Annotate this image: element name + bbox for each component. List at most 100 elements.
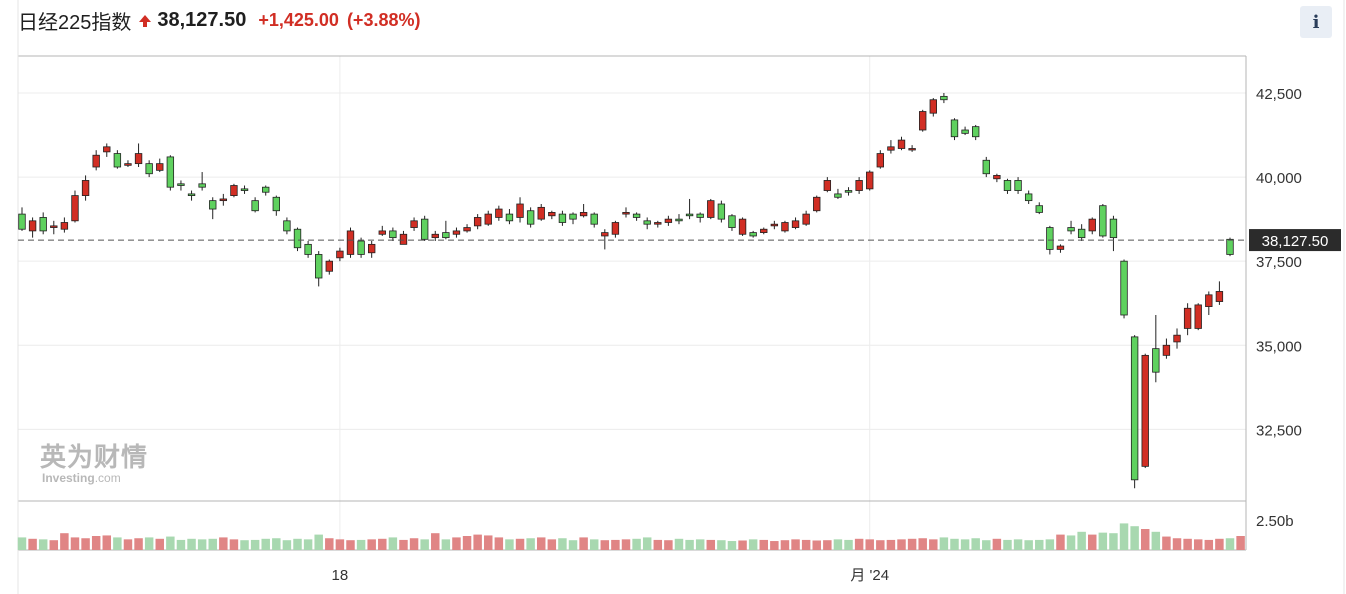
candle[interactable] xyxy=(675,214,683,225)
candle[interactable] xyxy=(919,109,927,132)
candle[interactable] xyxy=(1088,217,1096,235)
candle[interactable] xyxy=(293,227,302,252)
candle[interactable] xyxy=(156,158,164,173)
candle[interactable] xyxy=(283,217,291,235)
candle[interactable] xyxy=(1205,291,1213,315)
candle[interactable] xyxy=(1035,202,1043,215)
candle[interactable] xyxy=(887,140,895,154)
candle[interactable] xyxy=(134,143,143,167)
candle[interactable] xyxy=(1183,303,1192,336)
candle[interactable] xyxy=(940,93,948,104)
candle[interactable] xyxy=(336,247,344,262)
candle[interactable] xyxy=(728,214,736,231)
candle[interactable] xyxy=(230,183,238,198)
candle[interactable] xyxy=(166,155,175,191)
candle[interactable] xyxy=(1130,335,1139,489)
candle[interactable] xyxy=(823,177,832,193)
candle[interactable] xyxy=(579,204,588,218)
candle[interactable] xyxy=(738,217,747,236)
candle[interactable] xyxy=(770,220,779,230)
candle[interactable] xyxy=(315,251,323,287)
candle[interactable] xyxy=(1099,204,1107,238)
candle[interactable] xyxy=(209,197,217,220)
candle[interactable] xyxy=(378,225,386,236)
candle[interactable] xyxy=(81,175,90,201)
candle[interactable] xyxy=(696,212,704,223)
candle[interactable] xyxy=(908,145,916,152)
candle[interactable] xyxy=(113,150,122,169)
candle[interactable] xyxy=(473,214,482,230)
candle[interactable] xyxy=(611,220,620,238)
candle[interactable] xyxy=(145,160,153,178)
candle[interactable] xyxy=(219,193,228,206)
candle[interactable] xyxy=(1067,220,1075,235)
candle[interactable] xyxy=(251,197,259,213)
candle[interactable] xyxy=(240,185,249,194)
candle[interactable] xyxy=(760,227,768,235)
candle[interactable] xyxy=(103,143,111,157)
candle[interactable] xyxy=(569,212,577,225)
candle[interactable] xyxy=(1056,244,1065,253)
candle[interactable] xyxy=(410,217,418,231)
candle[interactable] xyxy=(39,212,47,235)
candle[interactable] xyxy=(844,187,853,196)
candle[interactable] xyxy=(1077,224,1086,241)
candle[interactable] xyxy=(187,190,196,201)
candle[interactable] xyxy=(71,190,79,223)
candle[interactable] xyxy=(505,209,514,225)
candle[interactable] xyxy=(177,180,185,191)
candle[interactable] xyxy=(632,212,641,221)
candle[interactable] xyxy=(537,204,545,221)
candle[interactable] xyxy=(442,220,450,240)
candle[interactable] xyxy=(601,229,609,250)
candle[interactable] xyxy=(272,195,281,216)
candle[interactable] xyxy=(855,177,863,194)
candle[interactable] xyxy=(60,217,69,233)
candle[interactable] xyxy=(971,124,980,141)
candle[interactable] xyxy=(781,220,789,233)
candle[interactable] xyxy=(802,210,810,226)
candle[interactable] xyxy=(834,188,842,199)
candle[interactable] xyxy=(28,217,37,238)
candle[interactable] xyxy=(325,259,333,275)
candle[interactable] xyxy=(495,205,503,221)
candle[interactable] xyxy=(452,227,461,238)
candle[interactable] xyxy=(367,241,376,258)
candle[interactable] xyxy=(50,220,58,235)
candle[interactable] xyxy=(685,198,694,220)
candle[interactable] xyxy=(897,136,906,151)
candle[interactable] xyxy=(929,98,937,117)
candle[interactable] xyxy=(1215,281,1224,305)
candle[interactable] xyxy=(431,230,439,241)
candle[interactable] xyxy=(961,126,969,136)
candle[interactable] xyxy=(813,195,821,213)
candle[interactable] xyxy=(198,172,206,191)
candle[interactable] xyxy=(622,207,630,218)
candle[interactable] xyxy=(1226,237,1234,257)
candle[interactable] xyxy=(1194,303,1202,331)
candle[interactable] xyxy=(526,207,535,228)
candle[interactable] xyxy=(876,150,885,169)
candle[interactable] xyxy=(92,150,100,171)
candle[interactable] xyxy=(399,230,408,245)
info-icon[interactable]: i xyxy=(1300,6,1332,38)
candle[interactable] xyxy=(463,224,471,233)
candle[interactable] xyxy=(516,197,524,223)
candle[interactable] xyxy=(124,160,132,167)
candle[interactable] xyxy=(304,241,312,258)
candle[interactable] xyxy=(590,212,598,228)
candle[interactable] xyxy=(357,237,365,258)
candle[interactable] xyxy=(346,227,355,258)
candle[interactable] xyxy=(1152,315,1160,383)
candle[interactable] xyxy=(982,156,990,178)
candle[interactable] xyxy=(1173,328,1181,349)
candle[interactable] xyxy=(866,170,874,191)
candle[interactable] xyxy=(484,210,492,226)
candle[interactable] xyxy=(1003,178,1012,194)
candle[interactable] xyxy=(664,215,673,226)
candle[interactable] xyxy=(1120,259,1128,319)
candle[interactable] xyxy=(548,210,556,220)
candle[interactable] xyxy=(262,185,270,196)
candle[interactable] xyxy=(420,215,429,241)
